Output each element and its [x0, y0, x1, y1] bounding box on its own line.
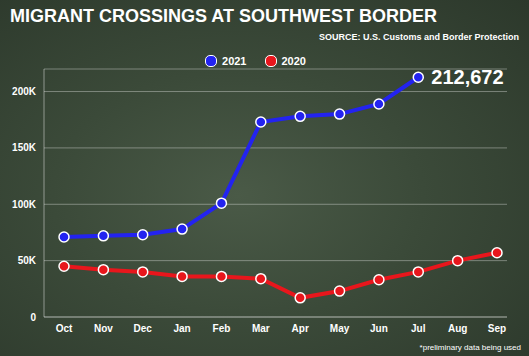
svg-text:Sep: Sep [488, 323, 506, 334]
svg-text:Nov: Nov [94, 323, 113, 334]
svg-text:Apr: Apr [292, 323, 309, 334]
svg-text:Dec: Dec [134, 323, 153, 334]
svg-text:Feb: Feb [213, 323, 231, 334]
svg-text:May: May [330, 323, 350, 334]
svg-text:100K: 100K [12, 199, 37, 210]
html-text:*preliminary data being used: *preliminary data being used [419, 343, 521, 352]
svg-text:50K: 50K [18, 255, 37, 266]
svg-text:Oct: Oct [56, 323, 73, 334]
html-text:SOURCE: U.S. Customs and Borde: SOURCE: U.S. Customs and Border Protecti… [319, 32, 519, 42]
svg-text:150K: 150K [12, 142, 37, 153]
svg-text:0: 0 [30, 312, 36, 323]
svg-text:Jan: Jan [173, 323, 190, 334]
html-text:2021: 2021 [222, 55, 247, 67]
html-text:2020: 2020 [281, 55, 306, 67]
svg-text:Jul: Jul [411, 323, 426, 334]
html-text:MIGRANT CROSSINGS AT SOUTHWEST: MIGRANT CROSSINGS AT SOUTHWEST BORDER [10, 6, 437, 26]
svg-text:Jun: Jun [370, 323, 388, 334]
svg-text:200K: 200K [12, 86, 37, 97]
svg-text:Aug: Aug [448, 323, 467, 334]
svg-text:212,672: 212,672 [431, 66, 503, 88]
svg-text:Mar: Mar [252, 323, 270, 334]
